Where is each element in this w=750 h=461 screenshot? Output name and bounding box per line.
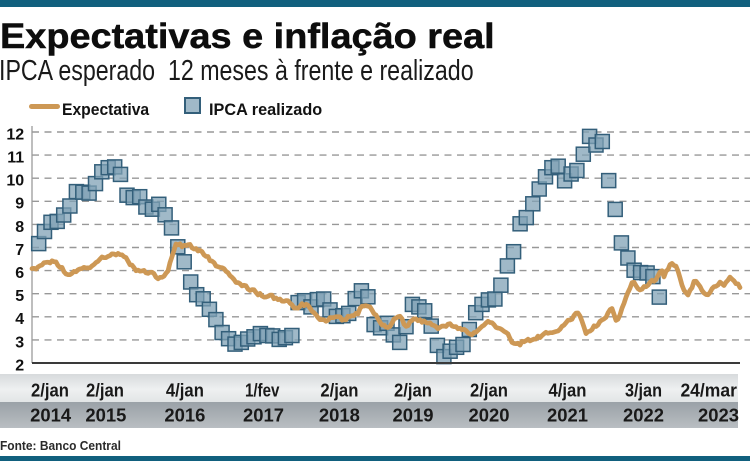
svg-text:3/jan: 3/jan: [625, 381, 662, 401]
svg-text:8: 8: [15, 219, 24, 236]
svg-text:2016: 2016: [164, 405, 205, 425]
svg-text:2018: 2018: [319, 405, 360, 425]
svg-text:2: 2: [15, 357, 24, 374]
svg-text:4/jan: 4/jan: [549, 381, 587, 401]
svg-text:11: 11: [7, 150, 24, 167]
svg-text:2015: 2015: [85, 405, 126, 425]
svg-text:2/jan: 2/jan: [320, 381, 358, 401]
svg-text:2/jan: 2/jan: [86, 381, 124, 401]
svg-text:2017: 2017: [243, 405, 284, 425]
svg-text:7: 7: [15, 242, 24, 259]
svg-text:2020: 2020: [469, 405, 510, 425]
svg-text:6: 6: [15, 265, 24, 282]
svg-text:1/fev: 1/fev: [245, 381, 280, 401]
svg-text:4: 4: [15, 311, 24, 328]
svg-text:10: 10: [6, 173, 24, 190]
svg-text:2/jan: 2/jan: [394, 381, 432, 401]
svg-text:2021: 2021: [547, 405, 588, 425]
svg-text:2023: 2023: [698, 405, 739, 425]
svg-text:5: 5: [15, 288, 24, 305]
svg-text:2/jan: 2/jan: [470, 381, 508, 401]
svg-text:2019: 2019: [393, 405, 434, 425]
svg-text:4/jan: 4/jan: [166, 381, 204, 401]
svg-text:12: 12: [6, 126, 24, 143]
svg-text:2022: 2022: [623, 405, 664, 425]
svg-text:3: 3: [15, 334, 24, 351]
svg-text:2014: 2014: [30, 405, 71, 425]
svg-text:9: 9: [15, 196, 24, 213]
svg-text:2/jan: 2/jan: [31, 381, 69, 401]
svg-text:24/mar: 24/mar: [680, 381, 737, 401]
